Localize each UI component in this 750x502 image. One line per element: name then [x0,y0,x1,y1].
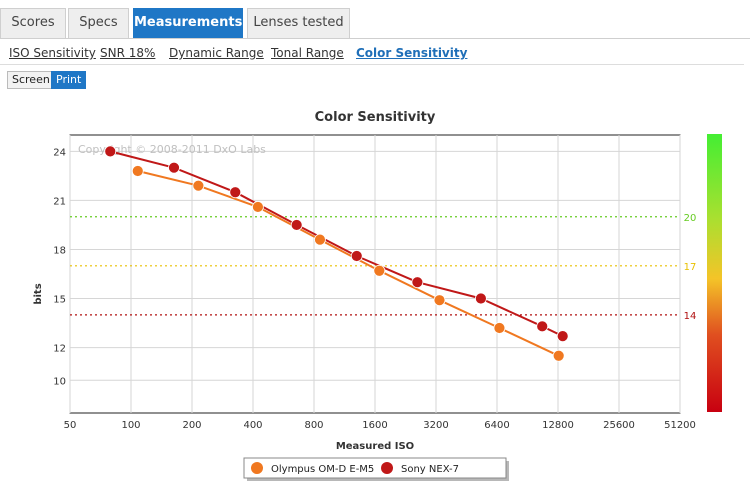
tab-scores[interactable]: Scores [0,8,66,38]
data-point[interactable] [104,145,117,158]
y-axis-ticks: 10 12 15 18 21 24 [53,147,66,387]
x-axis-label: Measured ISO [336,441,414,452]
grid [69,135,681,413]
x-tick-label: 400 [243,420,262,431]
y-tick-label: 10 [53,376,66,387]
series-line [137,170,560,357]
reference-line-label: 14 [684,311,697,322]
legend-marker-sony [381,462,393,474]
y-tick-label: 15 [53,295,66,306]
color-sensitivity-chart: Color Sensitivity Copyright © 2008-2011 … [33,110,722,481]
legend: Olympus OM-D E-M5 Sony NEX-7 [243,457,509,481]
y-tick-label: 24 [53,147,66,158]
subnav-divider [0,64,744,65]
subnav-dynamic-range[interactable]: Dynamic Range [169,46,264,60]
subnav-color-sensitivity[interactable]: Color Sensitivity [356,46,468,60]
reference-line-label: 17 [684,262,697,273]
color-scale-bar [707,134,722,412]
x-tick-label: 3200 [423,420,448,431]
data-point[interactable] [252,201,264,213]
x-tick-label: 800 [304,420,323,431]
x-tick-label: 25600 [603,420,635,431]
tab-lenses-tested[interactable]: Lenses tested [247,8,350,38]
data-point[interactable] [556,330,569,343]
tab-measurements[interactable]: Measurements [133,8,243,38]
data-point[interactable] [433,294,446,307]
data-point[interactable] [192,179,205,192]
print-button[interactable]: Print [51,71,87,89]
subnav-tonal-range[interactable]: Tonal Range [271,46,344,60]
data-point[interactable] [131,165,144,177]
legend-label-olympus: Olympus OM-D E-M5 [271,464,374,475]
x-tick-label: 51200 [664,420,696,431]
chart-title: Color Sensitivity [315,110,436,125]
data-point[interactable] [168,161,180,174]
y-tick-label: 12 [53,344,66,355]
data-point[interactable] [350,250,363,262]
subnav-snr-18[interactable]: SNR 18% [100,46,156,60]
chart-panel: Color Sensitivity Copyright © 2008-2011 … [0,96,750,498]
data-point[interactable] [474,292,487,305]
legend-marker-olympus [251,462,263,474]
data-point[interactable] [373,264,386,277]
x-tick-label: 100 [121,420,140,431]
data-point[interactable] [314,233,326,246]
data-point[interactable] [411,276,424,289]
y-tick-label: 18 [53,245,66,256]
x-tick-label: 50 [64,420,77,431]
data-point[interactable] [229,186,242,199]
subnav-iso-sensitivity[interactable]: ISO Sensitivity [9,46,96,60]
screen-button[interactable]: Screen [7,71,55,89]
copyright-watermark: Copyright © 2008-2011 DxO Labs [78,143,266,156]
reference-line-label: 20 [684,213,697,224]
data-point[interactable] [493,322,506,334]
x-axis-ticks: 50 100 200 400 800 1600 3200 6400 12800 25600 5120… [64,420,696,431]
x-tick-label: 200 [182,420,201,431]
legend-label-sony: Sony NEX-7 [401,464,459,475]
y-axis-label: bits [33,283,44,304]
x-tick-label: 6400 [484,420,509,431]
tab-specs[interactable]: Specs [68,8,129,38]
tab-bar: Scores Specs Measurements Lenses tested [0,0,750,39]
x-tick-label: 1600 [362,420,387,431]
data-point[interactable] [536,320,549,333]
x-tick-label: 12800 [542,420,574,431]
reference-lines: 20 17 14 [70,213,696,322]
data-point[interactable] [552,349,565,362]
y-tick-label: 21 [53,196,66,207]
data-point[interactable] [290,219,303,231]
series-layer [104,145,569,362]
